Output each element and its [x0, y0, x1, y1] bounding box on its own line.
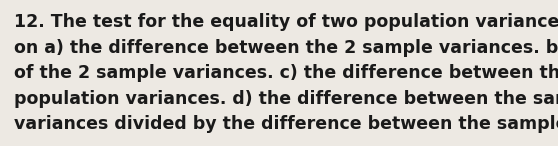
Text: 12. The test for the equality of two population variances is based: 12. The test for the equality of two pop… [14, 13, 558, 31]
Text: variances divided by the difference between the sample means.: variances divided by the difference betw… [14, 115, 558, 133]
Text: population variances. d) the difference between the sample: population variances. d) the difference … [14, 90, 558, 108]
Text: on a) the difference between the 2 sample variances. b) the ratio: on a) the difference between the 2 sampl… [14, 39, 558, 57]
Text: of the 2 sample variances. c) the difference between the 2: of the 2 sample variances. c) the differ… [14, 64, 558, 82]
